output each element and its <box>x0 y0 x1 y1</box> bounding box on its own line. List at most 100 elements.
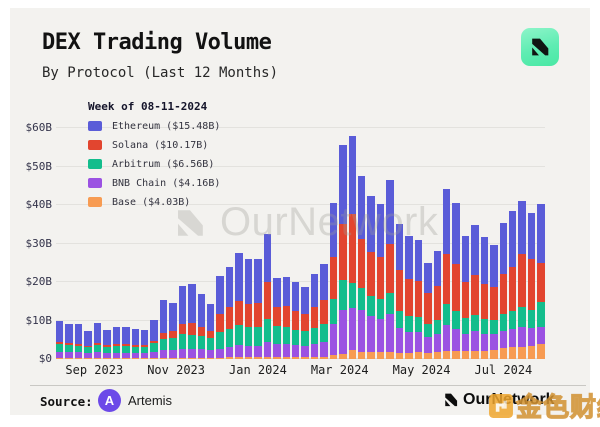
base-segment <box>329 355 338 359</box>
arbitrum-segment <box>150 343 158 352</box>
base-segment <box>537 343 545 359</box>
y-tick-label: $40B <box>25 198 53 211</box>
y-tick-label: $20B <box>25 275 53 288</box>
bnb-chain-segment <box>112 352 121 359</box>
base-segment <box>74 358 83 359</box>
legend-label: BNB Chain ($4.16B) <box>112 177 221 189</box>
arbitrum-segment <box>65 345 73 353</box>
bnb-chain-segment <box>376 318 385 353</box>
bar-week-28 <box>310 128 319 359</box>
ethereum-segment <box>169 302 177 331</box>
ethereum-segment <box>367 195 375 252</box>
bar-week-43 <box>452 128 460 359</box>
solana-segment <box>329 257 338 300</box>
solana-segment <box>282 306 290 327</box>
ethereum-segment <box>140 329 149 345</box>
bar-week-12 <box>159 128 168 359</box>
bnb-chain-segment <box>480 333 489 351</box>
chart-legend: Week of 08-11-2024 Ethereum ($15.48B) Sol… <box>88 100 220 215</box>
bnb-chain-segment <box>93 352 102 359</box>
bar-week-2 <box>65 128 73 359</box>
base-segment <box>499 348 507 359</box>
base-segment <box>386 352 394 359</box>
ethereum-segment <box>225 266 234 308</box>
footer-brand: OurNetwork <box>443 391 555 409</box>
solana-segment <box>74 343 83 346</box>
ethereum-segment <box>150 320 158 341</box>
solana-segment <box>518 253 526 308</box>
bar-week-23 <box>263 128 272 359</box>
base-segment <box>301 357 309 359</box>
bar-week-6 <box>103 128 111 359</box>
base-segment <box>518 346 526 359</box>
bar-week-20 <box>235 128 243 359</box>
page-subtitle: By Protocol (Last 12 Months) <box>42 65 279 81</box>
legend-swatch-icon <box>88 178 102 188</box>
bar-week-1 <box>56 128 64 359</box>
ethereum-segment <box>518 201 526 254</box>
arbitrum-segment <box>235 325 243 346</box>
legend-item-solana: Solana ($10.17B) <box>88 139 220 151</box>
ethereum-segment <box>282 277 290 307</box>
arbitrum-segment <box>348 283 356 309</box>
solana-segment <box>235 300 243 326</box>
bnb-chain-segment <box>225 346 234 358</box>
bnb-chain-segment <box>56 352 64 359</box>
ethereum-segment <box>452 203 460 264</box>
solana-segment <box>93 343 102 346</box>
bnb-chain-segment <box>169 350 177 358</box>
ethereum-segment <box>433 250 441 286</box>
gridline <box>56 319 545 321</box>
bnb-chain-segment <box>235 345 243 358</box>
base-segment <box>452 351 460 359</box>
bar-week-37 <box>395 128 404 359</box>
arbitrum-segment <box>310 327 319 344</box>
ethereum-segment <box>424 262 432 293</box>
solana-segment <box>499 273 507 315</box>
base-segment <box>480 350 489 359</box>
bnb-chain-segment <box>197 349 205 358</box>
arbitrum-segment <box>499 314 507 331</box>
ethereum-segment <box>471 225 479 276</box>
source-name: Artemis <box>128 393 173 408</box>
base-segment <box>376 352 385 359</box>
solana-segment <box>527 258 536 310</box>
bnb-chain-segment <box>527 328 536 346</box>
base-segment <box>207 357 215 359</box>
base-segment <box>65 358 73 359</box>
solana-segment <box>310 307 319 328</box>
arbitrum-segment <box>207 338 215 350</box>
solana-segment <box>178 323 187 335</box>
bar-week-24 <box>273 128 281 359</box>
bar-week-16 <box>197 128 205 359</box>
bar-week-48 <box>499 128 507 359</box>
arbitrum-segment <box>263 318 272 342</box>
gridline <box>56 242 545 244</box>
base-segment <box>395 353 404 359</box>
x-tick-label: Jul 2024 <box>474 363 533 377</box>
base-segment <box>178 357 187 359</box>
arbitrum-segment <box>433 319 441 335</box>
report-card: DEX Trading Volume By Protocol (Last 12 … <box>10 8 600 423</box>
ethereum-segment <box>74 323 83 344</box>
base-segment <box>197 357 205 359</box>
bar-week-40 <box>424 128 432 359</box>
solana-segment <box>424 292 432 324</box>
arbitrum-segment <box>452 310 460 329</box>
bnb-chain-segment <box>424 336 432 353</box>
base-segment <box>424 352 432 359</box>
bnb-chain-segment <box>339 310 347 354</box>
base-segment <box>509 347 517 359</box>
arbitrum-segment <box>273 325 281 344</box>
base-segment <box>188 357 196 359</box>
ethereum-segment <box>56 320 64 343</box>
arbitrum-segment <box>197 336 205 350</box>
bar-week-46 <box>480 128 489 359</box>
legend-label: Ethereum ($15.48B) <box>112 120 221 132</box>
ethereum-segment <box>122 327 130 345</box>
ethereum-segment <box>301 286 309 314</box>
bnb-chain-segment <box>216 348 224 358</box>
bnb-chain-segment <box>282 344 290 358</box>
legend-swatch-icon <box>88 159 102 169</box>
gridline <box>56 127 545 128</box>
